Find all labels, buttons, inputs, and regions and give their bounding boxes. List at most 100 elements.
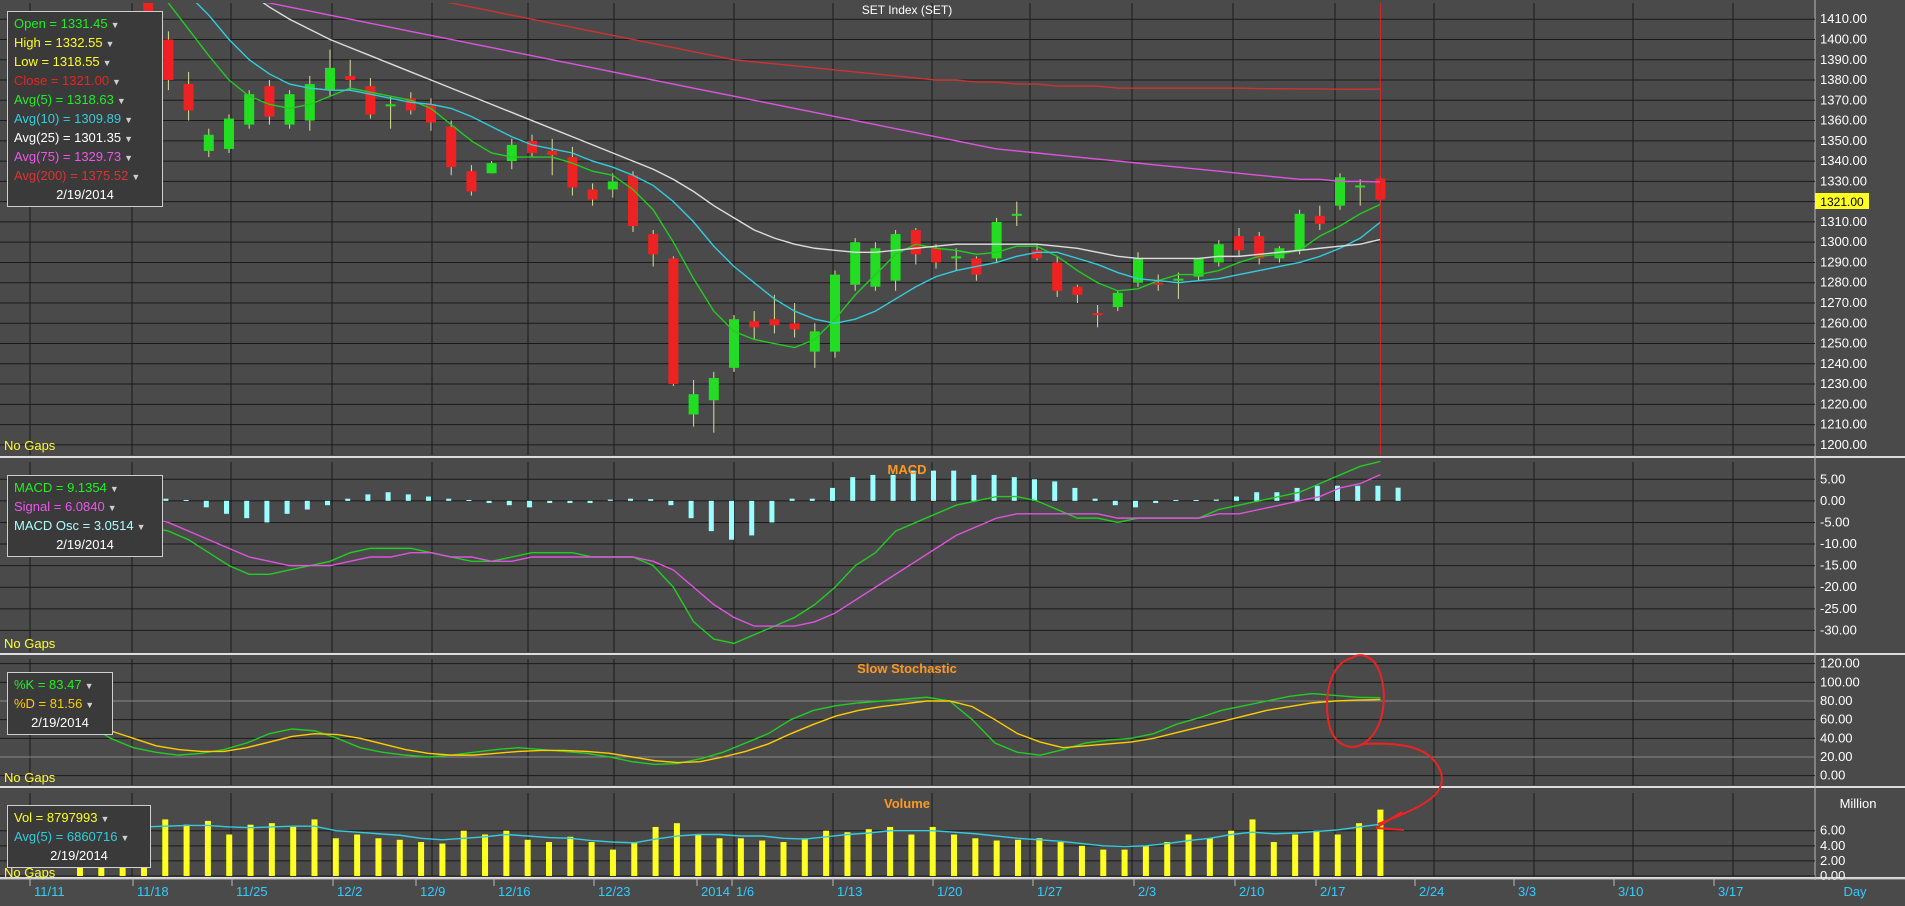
candle-body[interactable]	[850, 242, 861, 285]
candle-body[interactable]	[951, 256, 962, 259]
candle-body[interactable]	[547, 150, 558, 156]
macd-osc-bar[interactable]	[506, 500, 512, 506]
macd-osc-bar[interactable]	[1355, 485, 1361, 501]
candle-body[interactable]	[1234, 236, 1244, 251]
macd-osc-bar[interactable]	[304, 500, 310, 510]
volume-bar[interactable]	[247, 824, 254, 876]
macd-osc-bar[interactable]	[163, 498, 169, 501]
volume-bar[interactable]	[801, 838, 808, 876]
chevron-down-icon[interactable]: ▼	[112, 77, 121, 87]
volume-bar[interactable]	[375, 838, 382, 876]
volume-bar[interactable]	[354, 834, 361, 877]
macd-osc-bar[interactable]	[1395, 487, 1401, 501]
candle-body[interactable]	[870, 248, 881, 287]
volume-panel[interactable]	[77, 809, 1384, 877]
volume-bar[interactable]	[524, 839, 531, 876]
volume-bar[interactable]	[844, 832, 851, 876]
candle-body[interactable]	[183, 84, 194, 111]
volume-bar[interactable]	[929, 826, 936, 876]
macd-osc-bar[interactable]	[830, 487, 835, 501]
candle-body[interactable]	[1011, 213, 1022, 216]
macd-osc-bar[interactable]	[1011, 477, 1017, 501]
volume-bar[interactable]	[652, 826, 659, 876]
candle-body[interactable]	[1092, 313, 1103, 316]
volume-bar[interactable]	[1228, 830, 1235, 876]
volume-bar[interactable]	[1100, 849, 1107, 876]
chevron-down-icon[interactable]: ▼	[85, 700, 95, 710]
candle-body[interactable]	[527, 140, 537, 153]
volume-bar[interactable]	[737, 838, 744, 876]
volume-bar[interactable]	[1292, 834, 1299, 877]
volume-bar[interactable]	[588, 842, 595, 876]
volume-bar[interactable]	[1121, 849, 1128, 876]
candle-body[interactable]	[769, 319, 780, 326]
macd-osc-bar[interactable]	[264, 500, 270, 523]
volume-bar[interactable]	[396, 839, 403, 876]
volume-bar[interactable]	[290, 826, 297, 876]
candle-body[interactable]	[264, 86, 275, 117]
macd-osc-bar[interactable]	[850, 477, 856, 501]
candle-body[interactable]	[506, 144, 517, 162]
volume-bar[interactable]	[545, 842, 552, 876]
candle-body[interactable]	[224, 118, 234, 149]
macd-osc-bar[interactable]	[1193, 500, 1199, 501]
macd-osc-bar[interactable]	[1092, 498, 1098, 501]
macd-osc-bar[interactable]	[1133, 500, 1138, 508]
macd-osc-bar[interactable]	[405, 494, 411, 501]
price-panel[interactable]	[123, 0, 1386, 876]
macd-osc-bar[interactable]	[527, 500, 532, 508]
volume-bar[interactable]	[460, 830, 467, 876]
candle-body[interactable]	[405, 98, 416, 111]
macd-osc-bar[interactable]	[1072, 487, 1078, 501]
candle-body[interactable]	[284, 94, 295, 125]
candle-body[interactable]	[830, 274, 840, 352]
volume-bar[interactable]	[951, 834, 958, 877]
macd-osc-bar[interactable]	[628, 498, 633, 501]
candle-body[interactable]	[931, 248, 941, 263]
volume-bar[interactable]	[780, 842, 787, 876]
volume-bar[interactable]	[268, 823, 275, 876]
stochastic-panel[interactable]	[0, 692, 1815, 766]
volume-bar[interactable]	[865, 829, 872, 876]
macd-osc-bar[interactable]	[991, 474, 997, 501]
candle-body[interactable]	[749, 321, 760, 328]
volume-bar[interactable]	[695, 834, 702, 877]
chevron-down-icon[interactable]: ▼	[124, 153, 134, 163]
volume-bar[interactable]	[673, 823, 680, 876]
macd-legend[interactable]: MACD = 9.1354 ▼ Signal = 6.0840 ▼ MACD Osc…	[7, 475, 163, 557]
volume-bar[interactable]	[1078, 845, 1085, 876]
macd-osc-bar[interactable]	[1153, 500, 1159, 504]
candle-body[interactable]	[385, 104, 396, 107]
volume-bar[interactable]	[332, 838, 339, 876]
candle-body[interactable]	[466, 171, 477, 192]
candle-body[interactable]	[668, 258, 679, 385]
volume-bar[interactable]	[631, 842, 638, 876]
macd-osc-bar[interactable]	[224, 500, 229, 514]
macd-osc-bar[interactable]	[325, 500, 330, 506]
macd-osc-bar[interactable]	[870, 474, 876, 501]
volume-bar[interactable]	[482, 834, 489, 877]
macd-osc-bar[interactable]	[668, 500, 674, 506]
candle-body[interactable]	[1254, 236, 1265, 259]
volume-bar[interactable]	[908, 834, 915, 877]
macd-osc-bar[interactable]	[446, 498, 452, 501]
volume-bar[interactable]	[716, 838, 723, 876]
chevron-down-icon[interactable]: ▼	[110, 20, 120, 30]
macd-osc-bar[interactable]	[809, 498, 815, 501]
macd-osc-bar[interactable]	[749, 500, 755, 536]
candle-body[interactable]	[688, 394, 699, 415]
volume-bar[interactable]	[1057, 842, 1064, 876]
chevron-down-icon[interactable]: ▼	[124, 115, 134, 125]
macd-osc-bar[interactable]	[688, 500, 694, 519]
volume-bar[interactable]	[183, 824, 190, 876]
volume-bar[interactable]	[972, 838, 979, 876]
volume-bar[interactable]	[1036, 838, 1043, 876]
macd-osc-bar[interactable]	[1335, 485, 1340, 501]
stochastic-legend[interactable]: %K = 83.47 ▼ %D = 81.56 ▼ 2/19/2014	[7, 672, 113, 735]
candle-body[interactable]	[446, 126, 457, 168]
candle-body[interactable]	[1052, 262, 1063, 291]
chevron-down-icon[interactable]: ▼	[136, 522, 146, 532]
candle-body[interactable]	[203, 134, 214, 151]
macd-osc-bar[interactable]	[345, 498, 351, 501]
